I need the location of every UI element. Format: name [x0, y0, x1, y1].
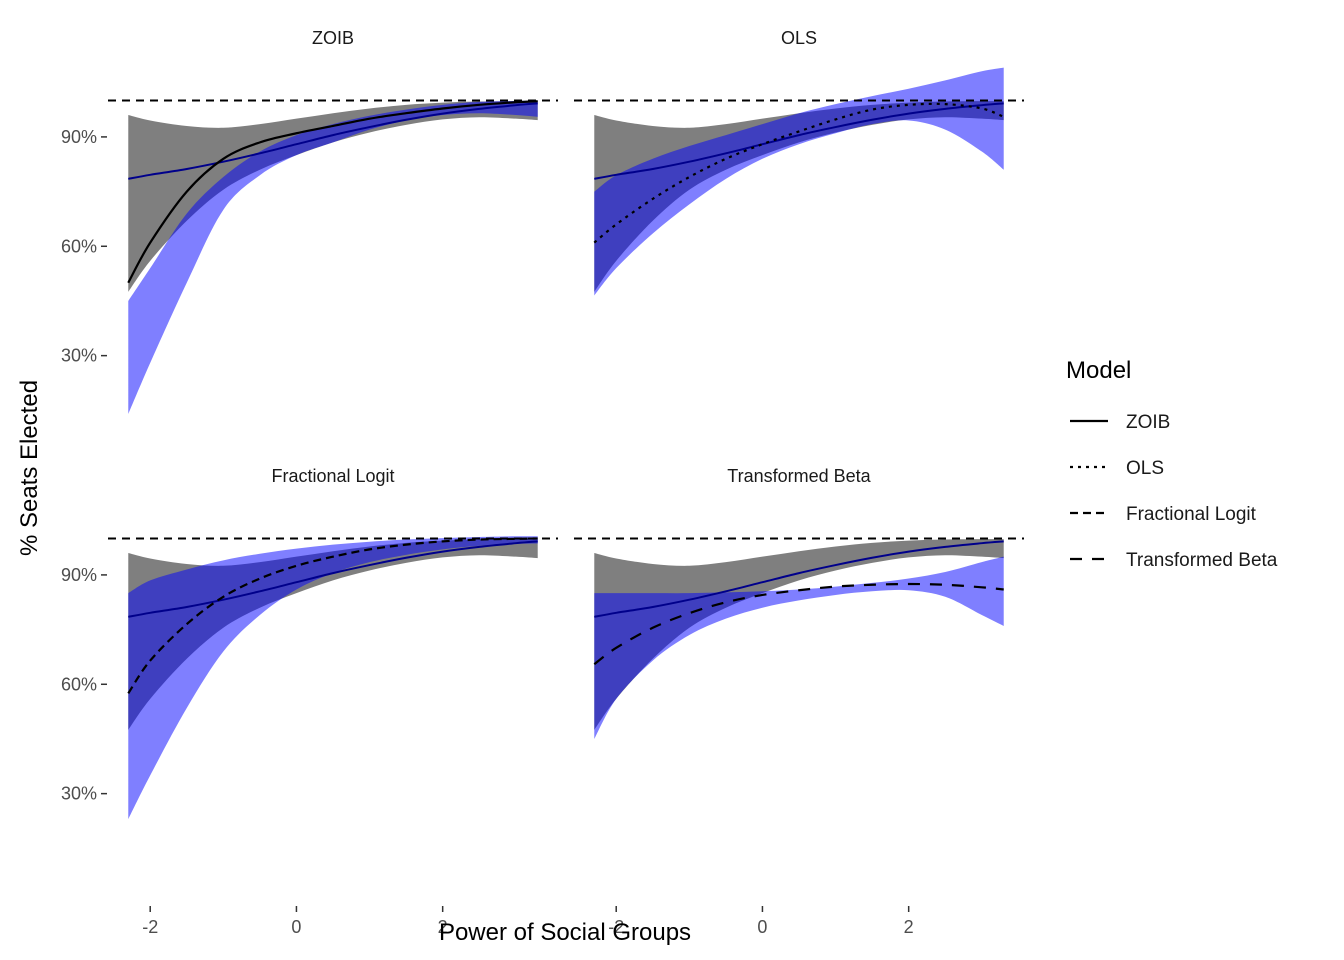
y-tick-label: 90% — [61, 565, 97, 585]
x-axis-title: Power of Social Groups — [439, 919, 691, 946]
blue-confidence-band — [594, 556, 1004, 739]
y-tick-label: 90% — [61, 127, 97, 147]
panel-title: Fractional Logit — [271, 466, 394, 486]
x-tick-label: 2 — [904, 917, 914, 937]
legend-label: Transformed Beta — [1126, 550, 1278, 571]
y-tick-label: 30% — [61, 346, 97, 366]
y-tick-label: 60% — [61, 236, 97, 256]
x-tick-label: -2 — [608, 917, 624, 937]
reference-model-line — [594, 102, 1004, 180]
blue-confidence-band — [128, 100, 538, 414]
x-tick-label: 2 — [438, 917, 448, 937]
model-line-transformed-beta — [593, 582, 1004, 666]
reference-model-line — [128, 540, 538, 618]
model-line-fractional-logit — [127, 537, 538, 695]
legend-label: ZOIB — [1126, 412, 1170, 433]
y-axis-title: % Seats Elected — [16, 380, 43, 556]
panel-transformed-beta: Transformed Beta -2 0 2 — [574, 466, 1024, 937]
panel-ols: OLS — [574, 28, 1024, 296]
y-tick-label: 30% — [61, 784, 97, 804]
legend-label: Fractional Logit — [1126, 504, 1257, 525]
x-tick-label: 0 — [291, 917, 301, 937]
y-tick-label: 60% — [61, 674, 97, 694]
reference-model-line — [594, 540, 1004, 618]
panel-zoib: ZOIB 30% 60% 90% — [61, 28, 558, 414]
grey-confidence-band — [594, 539, 1004, 730]
reference-model-line — [128, 102, 538, 180]
legend-title: Model — [1066, 357, 1131, 384]
model-line-ols — [593, 102, 1005, 244]
panels-layer: ZOIB 30% 60% 90% OLS Fractional Logit 30% 60% 90… — [61, 28, 1024, 937]
x-tick-label: -2 — [142, 917, 158, 937]
grey-confidence-band — [128, 101, 538, 292]
legend-label: OLS — [1126, 458, 1164, 479]
blue-confidence-band — [594, 67, 1004, 296]
model-line-zoib — [127, 100, 538, 284]
panel-title: Transformed Beta — [727, 466, 871, 486]
panel-title: ZOIB — [312, 28, 354, 48]
blue-confidence-band — [128, 536, 538, 820]
panel-fractional-logit: Fractional Logit 30% 60% 90% -2 0 2 — [61, 466, 558, 937]
panel-title: OLS — [781, 28, 817, 48]
x-tick-label: 0 — [757, 917, 767, 937]
legend: Model ZOIB OLS Fractional Logit Transformed… — [1066, 357, 1278, 571]
